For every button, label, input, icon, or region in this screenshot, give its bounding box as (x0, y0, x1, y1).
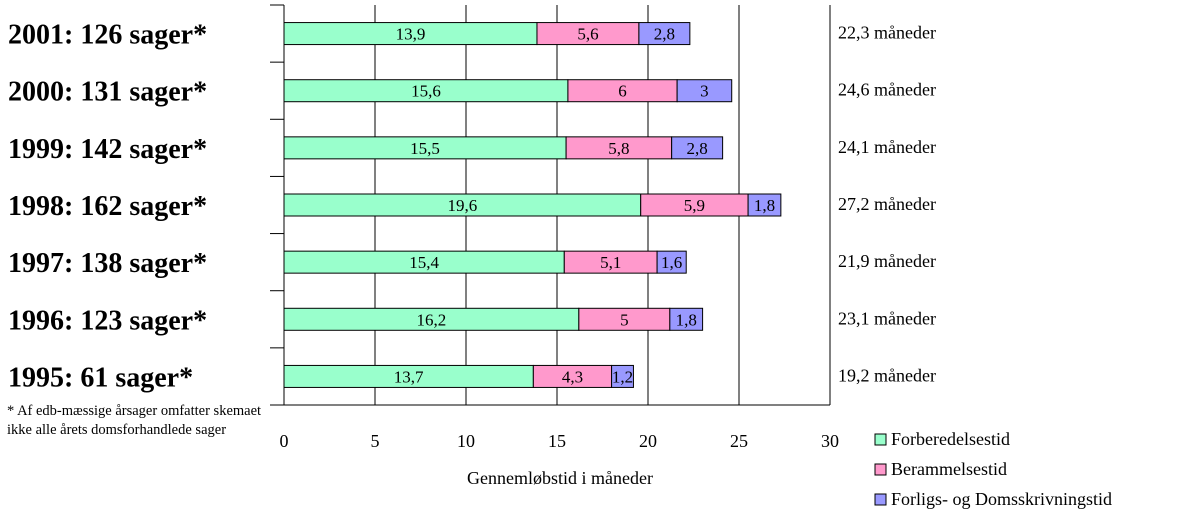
data-label: 6 (618, 82, 627, 101)
legend-swatch (874, 433, 887, 446)
bar-segment (656, 250, 687, 274)
data-label: 5,8 (608, 139, 629, 158)
legend-label: Forberedelsestid (891, 429, 1010, 449)
total-label: 24,1 måneder (838, 137, 936, 157)
data-label: 3 (700, 82, 709, 101)
total-label: 19,2 måneder (838, 365, 936, 385)
bar-segment (669, 307, 704, 331)
legend-swatch (874, 463, 887, 476)
bar-segment (747, 193, 782, 217)
data-label: 13,9 (396, 25, 426, 44)
category-label: 1996: 123 sager* (8, 305, 207, 336)
category-label: 1995: 61 sager* (8, 362, 193, 393)
total-label: 22,3 måneder (838, 23, 936, 43)
data-label: 2,8 (654, 25, 675, 44)
total-label: 27,2 måneder (838, 194, 936, 214)
x-tick-label: 15 (548, 431, 566, 451)
data-label: 5,9 (684, 196, 705, 215)
data-label: 1,8 (676, 310, 697, 329)
category-label: 2000: 131 sager* (8, 77, 207, 108)
category-label: 1998: 162 sager* (8, 191, 207, 222)
legend-label: Forligs- og Domsskrivningstid (891, 489, 1112, 509)
total-label: 24,6 måneder (838, 80, 936, 100)
data-label: 19,6 (447, 196, 477, 215)
legend-swatch (874, 493, 887, 506)
data-label: 2,8 (687, 139, 708, 158)
x-tick-label: 30 (821, 431, 839, 451)
data-label: 4,3 (562, 367, 583, 386)
data-label: 1,6 (661, 253, 682, 272)
data-label: 16,2 (417, 310, 447, 329)
bar-segment (611, 364, 634, 388)
data-label: 1,2 (612, 367, 633, 386)
legend-label: Berammelsestid (891, 459, 1007, 479)
data-label: 15,4 (409, 253, 439, 272)
category-label: 1997: 138 sager* (8, 248, 207, 279)
data-label: 13,7 (394, 367, 424, 386)
data-label: 5 (620, 310, 629, 329)
category-label: 1999: 142 sager* (8, 134, 207, 165)
x-axis-label: Gennemløbstid i måneder (467, 468, 653, 488)
data-label: 5,1 (600, 253, 621, 272)
bar-segment (671, 136, 724, 160)
x-tick-label: 0 (280, 431, 289, 451)
category-label: 2001: 126 sager* (8, 20, 207, 51)
x-tick-label: 25 (730, 431, 748, 451)
data-label: 15,6 (411, 82, 441, 101)
x-tick-label: 20 (639, 431, 657, 451)
total-label: 21,9 måneder (838, 251, 936, 271)
data-label: 1,8 (754, 196, 775, 215)
data-label: 5,6 (577, 25, 598, 44)
bar-segment (676, 79, 733, 103)
footnote: * Af edb-mæssige årsager omfatter skemae… (7, 403, 262, 438)
x-tick-label: 10 (457, 431, 475, 451)
bar-segment (638, 22, 691, 46)
total-label: 23,1 måneder (838, 308, 936, 328)
x-tick-label: 5 (371, 431, 380, 451)
data-label: 15,5 (410, 139, 440, 158)
